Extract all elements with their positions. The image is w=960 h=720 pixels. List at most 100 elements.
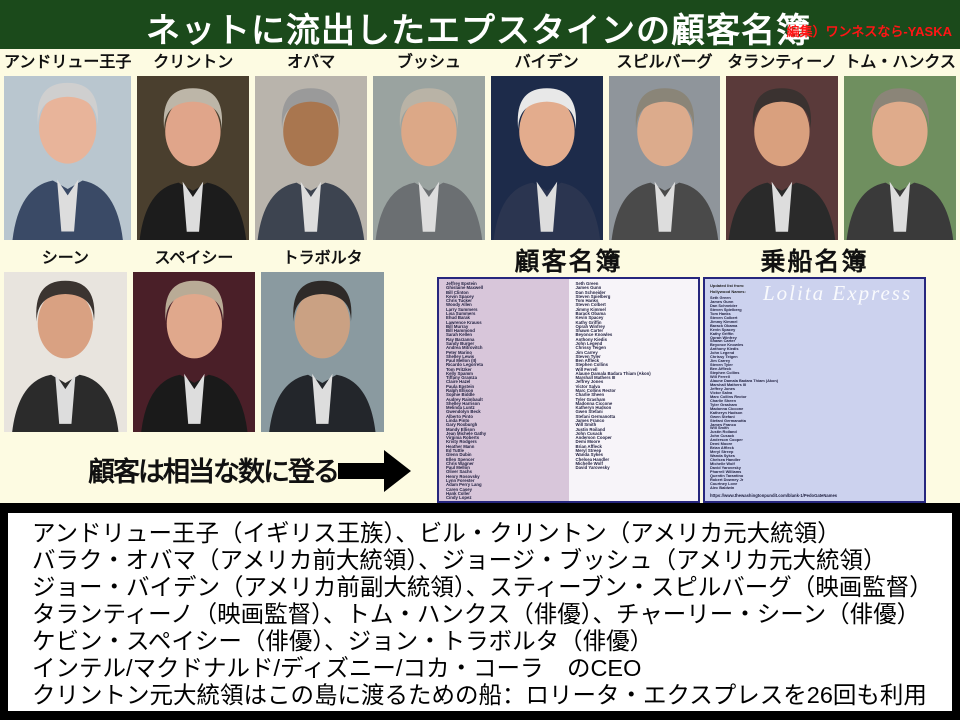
list-name: Anthony Kiedis [710, 346, 739, 352]
summary-line: アンドリュー王子（イギリス王族）、ビル・クリントン（アメリカ元大統領） [32, 520, 841, 546]
list-name: Mandy Ellison [446, 426, 475, 432]
list-name: Bill Murray [446, 323, 469, 329]
lolita-express-watermark: Lolita Express [763, 281, 913, 305]
client-list-title: 顧客名簿 [514, 248, 623, 276]
portrait-label: トラボルタ [282, 250, 363, 267]
list-name: Kristy Rodgers [446, 439, 477, 445]
passenger-list-title: 乗船名簿 [760, 248, 869, 276]
list-name: Madonna Ciccone [575, 400, 613, 406]
person-silhouette-icon [611, 88, 718, 240]
page-title: ネットに流出したエプスタインの顧客名簿 [146, 12, 811, 50]
list-name: Charlie Sheen [575, 392, 605, 398]
list-name: Sarah Kellen [446, 332, 473, 338]
list-name: Kevin Spacey [446, 293, 474, 299]
list-name: Steven Colbert [575, 302, 606, 308]
portrait-label: スピルバーグ [616, 54, 713, 71]
summary-line: クリントン元大統領はこの島に渡るための船：ロリータ・エクスプレスを26回も利用 [32, 682, 927, 708]
client-list-left-column: Jeffrey Epstein Ghislaine Maxwell Bill Cli… [439, 279, 569, 501]
list-name: Larry Summers [446, 306, 478, 312]
person-silhouette-icon [257, 88, 365, 240]
summary-line: ケビン・スペイシー（俳優）、ジョン・トラボルタ（俳優） [32, 628, 654, 654]
list-name: Marshall Mathers III [710, 381, 747, 387]
list-name: James Gunn [710, 298, 734, 304]
list-name: Demi Moore [710, 441, 733, 447]
portrait-photo [4, 272, 127, 432]
list-name: Victor Salva [575, 383, 601, 389]
summary-text-panel: アンドリュー王子（イギリス王族）、ビル・クリントン（アメリカ元大統領） バラク・オ… [8, 513, 952, 711]
list-name: Anderson Cooper [710, 437, 743, 443]
portrait-photo [255, 76, 367, 240]
list-name: Courtney Love [710, 480, 738, 486]
list-name: James Franco [710, 421, 737, 427]
portrait-column: スピルバーグ [608, 50, 721, 240]
list-name: Ehud Barak [446, 315, 470, 321]
portrait-label: スペイシー [154, 250, 234, 267]
list-name: Chelsea Handler [575, 456, 610, 462]
portrait-photo [490, 76, 603, 240]
list-name: Gwen Stefani [710, 413, 735, 419]
hollywood-names-line: Hollywood Names: [710, 289, 746, 294]
list-name: Katheryn Hudson [710, 409, 743, 415]
list-name: Quentin Tarantino [710, 472, 744, 478]
list-name: Alec Baldwin [710, 484, 735, 490]
list-name: David Yarovesky [710, 464, 741, 470]
list-name: Jean Michele Gathy [446, 430, 487, 436]
list-name: Henry Rosovsky [446, 473, 480, 479]
list-name: Woody Allen [446, 302, 472, 308]
list-name: Shelley Lewis [446, 353, 475, 359]
list-name: Caren Casey [446, 486, 473, 492]
list-name: Madonna Ciccone [710, 405, 744, 411]
portrait-photo [4, 76, 132, 240]
list-name: Chelsea Handler [710, 457, 741, 463]
title-bar: ネットに流出したエプスタインの顧客名簿 編集）ワンネスなら-YASKA [0, 0, 960, 50]
list-name: Cindy Lopez [446, 495, 472, 501]
portrait-photo [261, 272, 384, 432]
portrait-label: アンドリュー王子 [4, 54, 132, 71]
portrait-label: タランティーノ [727, 54, 838, 71]
list-name: Steven Tyler [575, 353, 601, 359]
list-name: Kathy Griffin [575, 319, 602, 325]
list-name: Dan Schneider [575, 289, 606, 295]
list-name: Linda Pinto [446, 418, 470, 423]
editor-credit: 編集）ワンネスなら-YASKA [786, 24, 952, 39]
portrait-column: トム・ハンクス [844, 50, 956, 240]
list-name: Audrey Raimbault [446, 396, 483, 402]
list-name: Alaune Damala Badara Thiam (Akon) [710, 378, 779, 384]
list-name: Oprah Winfrey [710, 334, 737, 340]
person-silhouette-icon [140, 280, 248, 432]
list-name: Victor Salva [710, 389, 733, 395]
list-name: Kathy Griffin [710, 330, 734, 336]
list-name: Ghislaine Maxwell [446, 285, 484, 291]
portrait-column: トラボルタ [261, 246, 384, 432]
passenger-names-column: Seth Green James Gunn Dan Schneider Steven … [710, 296, 778, 490]
portrait-column: アンドリュー王子 [4, 50, 132, 240]
list-name: Wanda Sykes [710, 453, 735, 459]
list-name: Stefani Germanotta [575, 413, 616, 419]
list-name: Melinda Luntz [446, 405, 475, 411]
client-list-right-column: Seth Green James Gunn Dan Schneider Steven … [568, 279, 698, 501]
portrait-label: オバマ [287, 54, 336, 71]
summary-line: バラク・オバマ（アメリカ前大統領）、ジョージ・ブッシュ（アメリカ元大統領） [32, 547, 887, 573]
source-url: https://www.thewashingtonpundit.com/blan… [710, 493, 838, 498]
portrait-label: クリントン [153, 54, 234, 71]
summary-line: インテル/マクドナルド/ディズニー/コカ・コーラ のCEO [32, 655, 642, 681]
list-name: Lawrence Krauss [446, 319, 482, 325]
passenger-list-source-note: Updated list from: Hollywood Names: [710, 283, 746, 295]
list-name: Ben Affleck [710, 366, 732, 372]
portrait-row-1: アンドリュー王子 クリントン [4, 50, 956, 240]
person-silhouette-icon [728, 88, 836, 240]
person-silhouette-icon [846, 88, 954, 240]
list-name: Alberto Pinto [446, 413, 473, 419]
list-name: Meryl Streep [575, 447, 602, 453]
list-name: Steven Colbert [710, 314, 738, 320]
callout-text: 顧客は相当な数に登る [88, 457, 340, 487]
list-name: Marshall Mathers III [575, 375, 616, 381]
list-name: Ed Tuttle [446, 447, 465, 453]
list-name: Claire Hazel [446, 379, 471, 385]
portrait-column: スペイシー [132, 246, 256, 432]
list-name: Pharrell Williams [710, 468, 742, 474]
list-name: Will Ferrell [575, 366, 598, 372]
list-name: Tom Hanks [710, 310, 731, 316]
list-name: Tiffany Gramza [446, 375, 477, 381]
